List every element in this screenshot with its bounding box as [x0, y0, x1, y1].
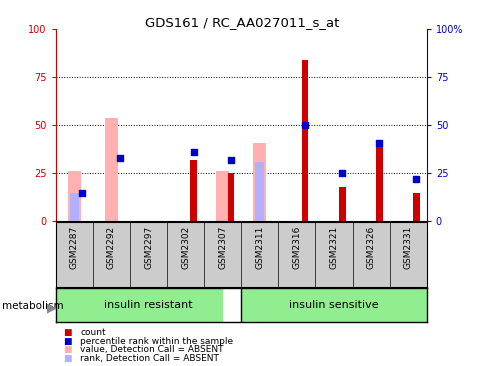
Text: GSM2297: GSM2297	[144, 225, 153, 269]
Bar	[375, 146, 382, 221]
Bar	[216, 171, 229, 221]
Bar	[190, 160, 197, 221]
Text: insulin sensitive: insulin sensitive	[288, 300, 378, 310]
Bar	[412, 193, 419, 221]
Point	[301, 122, 308, 128]
Text: GSM2302: GSM2302	[181, 225, 190, 269]
Text: GDS161 / RC_AA027011_s_at: GDS161 / RC_AA027011_s_at	[145, 16, 339, 30]
Text: GSM2321: GSM2321	[329, 225, 338, 269]
Text: percentile rank within the sample: percentile rank within the sample	[80, 337, 233, 346]
Text: GSM2316: GSM2316	[292, 225, 301, 269]
Bar	[105, 118, 118, 221]
Text: insulin resistant: insulin resistant	[104, 300, 193, 310]
Text: value, Detection Call = ABSENT: value, Detection Call = ABSENT	[80, 346, 223, 354]
Text: ■: ■	[63, 328, 72, 337]
Text: ■: ■	[63, 354, 72, 363]
Bar	[255, 162, 264, 221]
Bar	[227, 173, 234, 221]
Bar	[56, 288, 222, 322]
Text: GSM2326: GSM2326	[366, 225, 375, 269]
Bar	[253, 143, 266, 221]
Text: ■: ■	[63, 337, 72, 346]
Text: GSM2292: GSM2292	[106, 225, 116, 269]
Bar	[301, 60, 308, 221]
Point	[412, 176, 420, 182]
Text: ■: ■	[63, 346, 72, 354]
Text: metabolism: metabolism	[2, 301, 64, 311]
Point	[190, 149, 197, 155]
Point	[78, 190, 86, 195]
Text: GSM2331: GSM2331	[403, 225, 412, 269]
Text: ▶: ▶	[47, 301, 57, 314]
Point	[338, 171, 346, 176]
Point	[375, 140, 382, 146]
Bar	[68, 171, 81, 221]
Text: rank, Detection Call = ABSENT: rank, Detection Call = ABSENT	[80, 354, 218, 363]
Text: GSM2311: GSM2311	[255, 225, 264, 269]
Bar	[338, 187, 345, 221]
Text: GSM2307: GSM2307	[218, 225, 227, 269]
Text: count: count	[80, 328, 106, 337]
Point	[227, 157, 234, 163]
Point	[116, 155, 123, 161]
Text: GSM2287: GSM2287	[70, 225, 79, 269]
Bar	[241, 288, 426, 322]
Bar	[70, 193, 79, 221]
